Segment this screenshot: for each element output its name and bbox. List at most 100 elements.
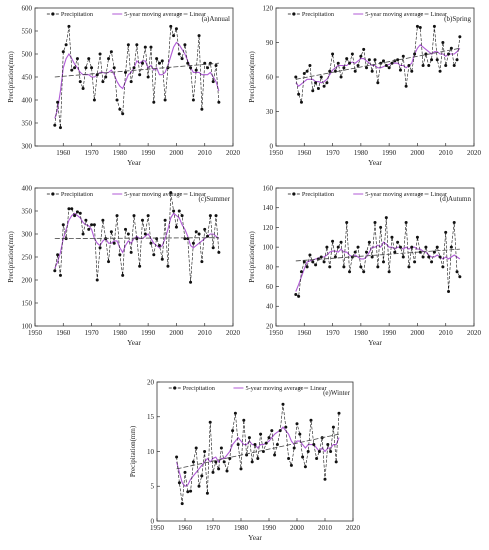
y-tick-label: 120 [263, 224, 274, 232]
precipitation-point [169, 24, 173, 28]
precipitation-point [365, 250, 369, 254]
y-tick-label: 550 [22, 27, 33, 35]
precipitation-point [200, 260, 204, 264]
precipitation-point [109, 50, 113, 54]
precipitation-point [70, 207, 74, 211]
precipitation-point [381, 260, 385, 264]
y-tick-label: 20 [266, 322, 274, 330]
precipitation-point [316, 87, 320, 90]
precipitation-point [297, 92, 301, 96]
legend: Precipitation 5-year moving average Linear [46, 11, 207, 18]
precipitation-point [398, 245, 402, 249]
precipitation-point [427, 255, 431, 259]
precipitation-point [214, 460, 218, 464]
moving-average-line [295, 44, 461, 87]
precipitation-point [287, 456, 291, 460]
precipitation-point [396, 240, 400, 244]
precipitation-point [214, 214, 218, 218]
legend-precip-label: Precipitation [302, 191, 335, 198]
x-tick-label: 1950 [150, 524, 165, 532]
legend-avg-label: 5-year moving average [124, 191, 182, 198]
precipitation-point [298, 432, 302, 436]
precipitation-point [166, 264, 170, 268]
precipitation-point [345, 57, 349, 61]
y-axis-label: Precipitation(mm) [248, 51, 256, 103]
precipitation-point [323, 477, 327, 481]
precipitation-point [334, 460, 338, 464]
precipitation-point [421, 64, 425, 67]
precipitation-point [455, 270, 459, 274]
x-tick-label: 1960 [297, 149, 312, 157]
precipitation-point [418, 26, 422, 30]
precipitation-point [413, 52, 417, 56]
legend-precip-marker [51, 192, 55, 196]
precipitation-point [326, 443, 330, 447]
precipitation-point [177, 481, 181, 485]
precipitation-point [458, 275, 462, 279]
precipitation-point [353, 69, 357, 73]
precipitation-point [398, 68, 402, 72]
precipitation-point [297, 294, 301, 298]
legend-precip-marker [51, 12, 55, 16]
legend: Precipitation 5-year moving average Linear [287, 191, 448, 198]
y-tick-label: 300 [22, 230, 33, 238]
y-tick-label: 40 [266, 303, 274, 311]
precipitation-point [90, 223, 94, 227]
precipitation-point [376, 81, 380, 85]
precipitation-point [194, 446, 198, 450]
precipitation-point [319, 255, 323, 259]
precipitation-point [424, 245, 428, 249]
precipitation-point [359, 54, 363, 58]
precipitation-point [214, 64, 218, 67]
precipitation-point [155, 57, 159, 61]
x-tick-label: 2000 [169, 149, 184, 157]
precipitation-point [211, 80, 215, 84]
precipitation-point [328, 69, 332, 73]
precipitation-point [303, 465, 307, 469]
precipitation-point [359, 265, 363, 269]
precipitation-point [339, 75, 343, 79]
legend: Precipitation 5-year moving average Linear [287, 11, 448, 18]
precipitation-point [302, 260, 306, 264]
precipitation-point [75, 57, 79, 61]
precipitation-point [253, 443, 257, 447]
precipitation-point [302, 72, 306, 76]
precipitation-point [331, 239, 335, 243]
precipitation-point [98, 246, 102, 250]
precipitation-point [242, 418, 246, 422]
precipitation-point [126, 232, 130, 236]
precipitation-point [126, 43, 130, 47]
precipitation-point [180, 57, 184, 61]
x-tick-label: 2020 [467, 329, 482, 337]
x-tick-label: 1980 [113, 329, 128, 337]
precipitation-point [305, 69, 309, 73]
precipitation-point [107, 260, 111, 264]
y-tick-label: 450 [22, 73, 33, 81]
precipitation-point [314, 263, 318, 267]
precipitation-point [447, 52, 451, 56]
moving-average-line [54, 41, 220, 119]
precipitation-point [152, 253, 156, 257]
precipitation-point [160, 59, 164, 63]
x-axis-label: Year [248, 533, 262, 542]
y-tick-label: 160 [263, 184, 274, 192]
precipitation-point [208, 214, 212, 218]
x-tick-label: 2010 [318, 524, 333, 532]
precipitation-point [381, 59, 385, 63]
x-tick-label: 1990 [382, 149, 397, 157]
precipitation-point [256, 456, 260, 460]
precipitation-point [138, 264, 142, 268]
precipitation-point [309, 418, 313, 422]
chart-panel-2: 1950 1960 1970 1980 1990 2000 2010 2020 0 30 60 90 1… [248, 4, 482, 167]
precipitation-point [339, 240, 343, 244]
precipitation-point [308, 64, 312, 67]
y-axis-label: Precipitation(mm) [129, 425, 137, 477]
precipitation-line [176, 404, 340, 504]
x-tick-label: 2020 [226, 149, 241, 157]
precipitation-point [58, 126, 62, 130]
legend-precip-label: Precipitation [61, 191, 94, 198]
precipitation-point [87, 57, 91, 61]
x-tick-label: 2020 [226, 329, 241, 337]
y-tick-label: 140 [263, 204, 274, 212]
x-axis-label: Year [368, 338, 382, 347]
